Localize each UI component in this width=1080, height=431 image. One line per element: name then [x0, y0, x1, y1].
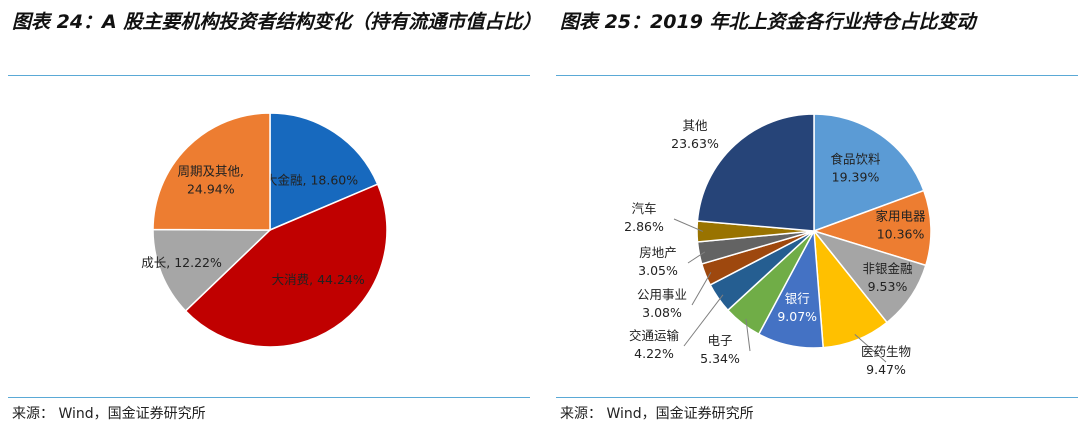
- pie-label-2: 成长, 12.22%: [141, 255, 222, 270]
- pie-label-9: 汽车: [631, 201, 656, 216]
- pie-value-label-7: 3.08%: [642, 305, 682, 320]
- pie-label-4: 银行: [785, 291, 810, 306]
- pie-leader-line-6: [683, 294, 724, 347]
- right-title-rule: [556, 75, 1078, 76]
- pie-slice-1: [184, 183, 388, 348]
- pie-slice-0: [813, 113, 925, 233]
- left-figure-panel: 图表 24：A 股主要机构投资者结构变化（持有流通市值占比） 大金融, 18.6…: [8, 11, 542, 422]
- pie-value-label-6: 4.22%: [634, 346, 674, 361]
- pie-label-1: 大消费, 44.24%: [272, 272, 365, 287]
- right-source-rule: [556, 397, 1078, 398]
- right-figure-panel: 图表 25：2019 年北上资金各行业持仓占比变动 食品饮料 19.39% 家用电器…: [548, 0, 1080, 431]
- right-source-note: 来源： Wind，国金证券研究所: [560, 406, 754, 422]
- left-figure-title: 图表 24：A 股主要机构投资者结构变化（持有流通市值占比）: [12, 11, 542, 33]
- pie-label-10: 其他: [682, 118, 708, 133]
- left-title-rule: [8, 75, 530, 76]
- right-pie-chart: 食品饮料 19.39% 家用电器 10.36% 非银金融 9.53% 医药生物 9.47% 银行…: [624, 113, 932, 377]
- pie-label-0: 食品饮料: [830, 152, 881, 167]
- left-pie-chart: 大金融, 18.60% 大消费, 44.24% 成长, 12.22% 周期及其他, 24…: [141, 112, 388, 348]
- pie-slice-3: [152, 112, 271, 231]
- pie-label-8: 房地产: [639, 245, 677, 260]
- pie-slice-10: [696, 113, 815, 232]
- right-figure-title: 图表 25：2019 年北上资金各行业持仓占比变动: [560, 11, 976, 33]
- pie-value-label-10: 23.63%: [671, 136, 719, 151]
- pie-value-label-2: 9.53%: [868, 279, 908, 294]
- pie-value-label-4: 9.07%: [777, 309, 817, 324]
- pie-label-3: 医药生物: [861, 344, 911, 359]
- pie-value-label-8: 3.05%: [638, 263, 678, 278]
- pie-label-0: 大金融, 18.60%: [265, 172, 358, 187]
- pie-value-label-5: 5.34%: [700, 351, 740, 366]
- pie-label-6: 交通运输: [629, 328, 680, 343]
- pie-value-label-0: 19.39%: [832, 170, 880, 185]
- pie-leader-line-9: [673, 218, 704, 232]
- left-source-rule: [8, 397, 530, 398]
- left-source-note: 来源： Wind，国金证券研究所: [12, 406, 206, 422]
- pie-value-label-1: 10.36%: [877, 227, 925, 242]
- pie-value-label-3: 24.94%: [187, 182, 235, 197]
- pie-slice-1: [811, 189, 932, 267]
- pie-leader-line-5: [745, 318, 751, 352]
- pie-label-3: 周期及其他,: [178, 164, 244, 179]
- pie-label-2: 非银金融: [862, 261, 913, 276]
- pie-value-label-9: 2.86%: [624, 219, 664, 234]
- pie-value-label-3: 9.47%: [866, 362, 906, 377]
- pie-slice-0: [269, 112, 379, 232]
- pie-leader-line-3: [854, 334, 887, 363]
- pie-leader-line-8: [687, 251, 706, 264]
- pie-label-7: 公用事业: [637, 287, 687, 302]
- pie-slice-2: [152, 228, 272, 313]
- pie-label-5: 电子: [707, 333, 732, 348]
- pie-label-1: 家用电器: [876, 209, 927, 224]
- pie-leader-line-7: [691, 272, 712, 306]
